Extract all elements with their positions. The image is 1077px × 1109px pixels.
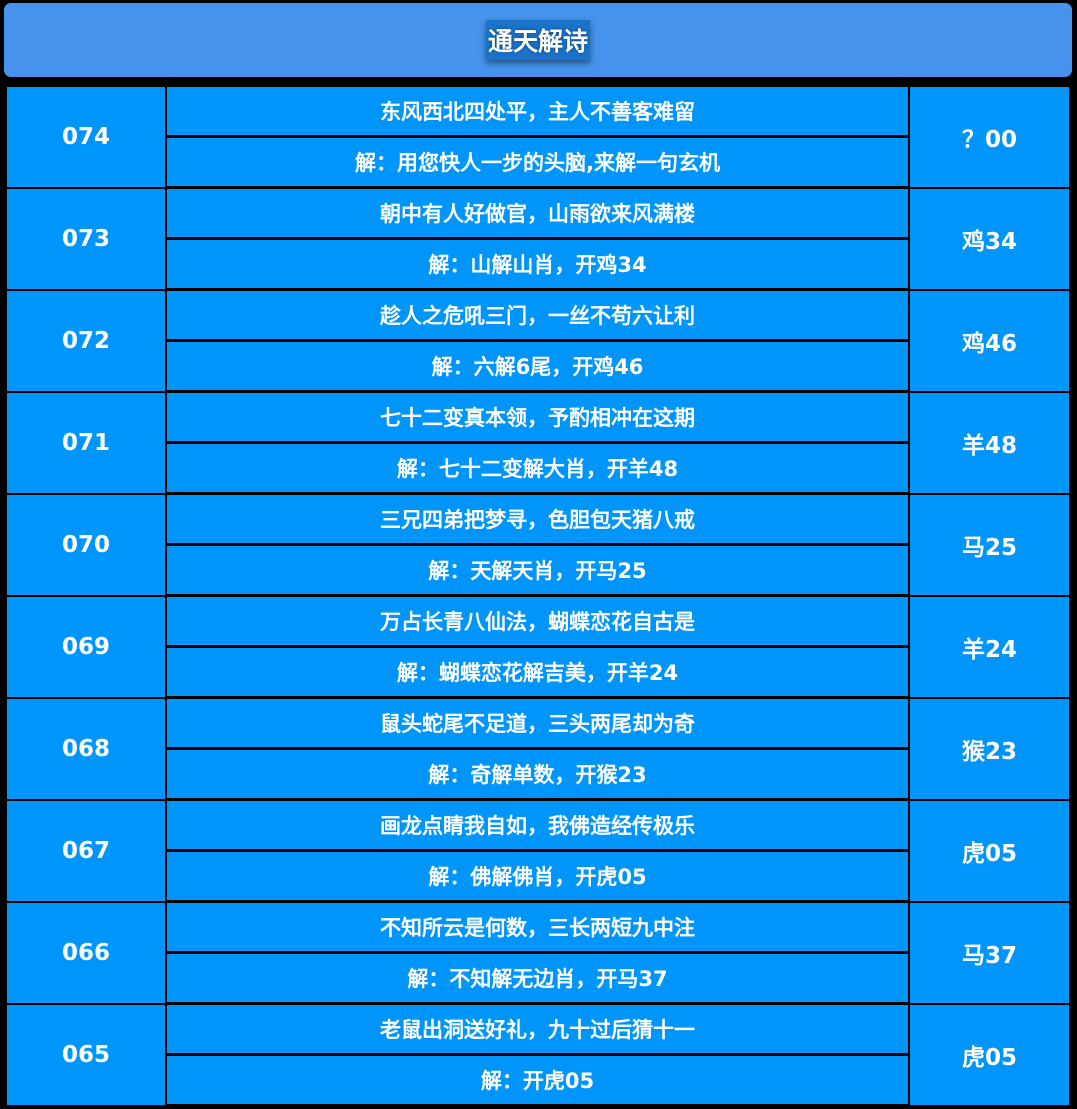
result-value: 虎05 <box>910 1005 1069 1105</box>
table-row: 073 朝中有人好做官，山雨欲来风满楼 解：山解山肖，开鸡34 鸡34 <box>7 189 1069 289</box>
issue-number: 072 <box>7 291 165 391</box>
result-value: 鸡34 <box>910 189 1069 289</box>
table-row: 070 三兄四弟把梦寻，色胆包天猪八戒 解：天解天肖，开马25 马25 <box>7 495 1069 595</box>
solution-text: 解：开虎05 <box>167 1056 908 1104</box>
solution-text: 解：天解天肖，开马25 <box>167 546 908 594</box>
poem-text: 老鼠出洞送好礼，九十过后猜十一 <box>167 1005 908 1053</box>
poem-column: 万占长青八仙法，蝴蝶恋花自古是 解：蝴蝶恋花解吉美，开羊24 <box>167 597 908 697</box>
poem-column: 不知所云是何数，三长两短九中注 解：不知解无边肖，开马37 <box>167 903 908 1003</box>
issue-number: 067 <box>7 801 165 901</box>
table-row: 065 老鼠出洞送好礼，九十过后猜十一 解：开虎05 虎05 <box>7 1005 1069 1105</box>
issue-number: 066 <box>7 903 165 1003</box>
poem-text: 鼠头蛇尾不足道，三头两尾却为奇 <box>167 699 908 747</box>
result-value: 羊48 <box>910 393 1069 493</box>
table-row: 072 趁人之危吼三门，一丝不苟六让利 解：六解6尾，开鸡46 鸡46 <box>7 291 1069 391</box>
poem-text: 七十二变真本领，予酌相冲在这期 <box>167 393 908 441</box>
solution-text: 解：蝴蝶恋花解吉美，开羊24 <box>167 648 908 696</box>
result-value: 虎05 <box>910 801 1069 901</box>
poem-column: 画龙点睛我自如，我佛造经传极乐 解：佛解佛肖，开虎05 <box>167 801 908 901</box>
table-row: 067 画龙点睛我自如，我佛造经传极乐 解：佛解佛肖，开虎05 虎05 <box>7 801 1069 901</box>
result-value: 鸡46 <box>910 291 1069 391</box>
poem-column: 鼠头蛇尾不足道，三头两尾却为奇 解：奇解单数，开猴23 <box>167 699 908 799</box>
solution-text: 解：六解6尾，开鸡46 <box>167 342 908 390</box>
table-row: 069 万占长青八仙法，蝴蝶恋花自古是 解：蝴蝶恋花解吉美，开羊24 羊24 <box>7 597 1069 697</box>
solution-text: 解：奇解单数，开猴23 <box>167 750 908 798</box>
result-value: 马37 <box>910 903 1069 1003</box>
issue-number: 071 <box>7 393 165 493</box>
solution-text: 解：佛解佛肖，开虎05 <box>167 852 908 900</box>
poem-text: 东风西北四处平，主人不善客难留 <box>167 87 908 135</box>
poem-text: 画龙点睛我自如，我佛造经传极乐 <box>167 801 908 849</box>
result-value: 猴23 <box>910 699 1069 799</box>
issue-number: 073 <box>7 189 165 289</box>
solution-text: 解：不知解无边肖，开马37 <box>167 954 908 1002</box>
poem-text: 朝中有人好做官，山雨欲来风满楼 <box>167 189 908 237</box>
table-row: 066 不知所云是何数，三长两短九中注 解：不知解无边肖，开马37 马37 <box>7 903 1069 1003</box>
result-value: 羊24 <box>910 597 1069 697</box>
issue-number: 065 <box>7 1005 165 1105</box>
poem-column: 朝中有人好做官，山雨欲来风满楼 解：山解山肖，开鸡34 <box>167 189 908 289</box>
poem-column: 趁人之危吼三门，一丝不苟六让利 解：六解6尾，开鸡46 <box>167 291 908 391</box>
result-value: ？00 <box>910 87 1069 187</box>
poem-column: 东风西北四处平，主人不善客难留 解：用您快人一步的头脑,来解一句玄机 <box>167 87 908 187</box>
issue-number: 069 <box>7 597 165 697</box>
poem-column: 老鼠出洞送好礼，九十过后猜十一 解：开虎05 <box>167 1005 908 1105</box>
issue-number: 068 <box>7 699 165 799</box>
solution-text: 解：用您快人一步的头脑,来解一句玄机 <box>167 138 908 186</box>
table-row: 071 七十二变真本领，予酌相冲在这期 解：七十二变解大肖，开羊48 羊48 <box>7 393 1069 493</box>
poem-text: 三兄四弟把梦寻，色胆包天猪八戒 <box>167 495 908 543</box>
solution-text: 解：山解山肖，开鸡34 <box>167 240 908 288</box>
poem-text: 不知所云是何数，三长两短九中注 <box>167 903 908 951</box>
solution-text: 解：七十二变解大肖，开羊48 <box>167 444 908 492</box>
poem-column: 七十二变真本领，予酌相冲在这期 解：七十二变解大肖，开羊48 <box>167 393 908 493</box>
results-table: 074 东风西北四处平，主人不善客难留 解：用您快人一步的头脑,来解一句玄机 ？00 0… <box>7 87 1069 1107</box>
poem-column: 三兄四弟把梦寻，色胆包天猪八戒 解：天解天肖，开马25 <box>167 495 908 595</box>
page-title: 通天解诗 <box>485 20 590 60</box>
table-row: 074 东风西北四处平，主人不善客难留 解：用您快人一步的头脑,来解一句玄机 ？00 <box>7 87 1069 187</box>
issue-number: 074 <box>7 87 165 187</box>
poem-text: 万占长青八仙法，蝴蝶恋花自古是 <box>167 597 908 645</box>
table-row: 068 鼠头蛇尾不足道，三头两尾却为奇 解：奇解单数，开猴23 猴23 <box>7 699 1069 799</box>
page-header: 通天解诗 <box>4 3 1072 77</box>
issue-number: 070 <box>7 495 165 595</box>
poem-text: 趁人之危吼三门，一丝不苟六让利 <box>167 291 908 339</box>
result-value: 马25 <box>910 495 1069 595</box>
